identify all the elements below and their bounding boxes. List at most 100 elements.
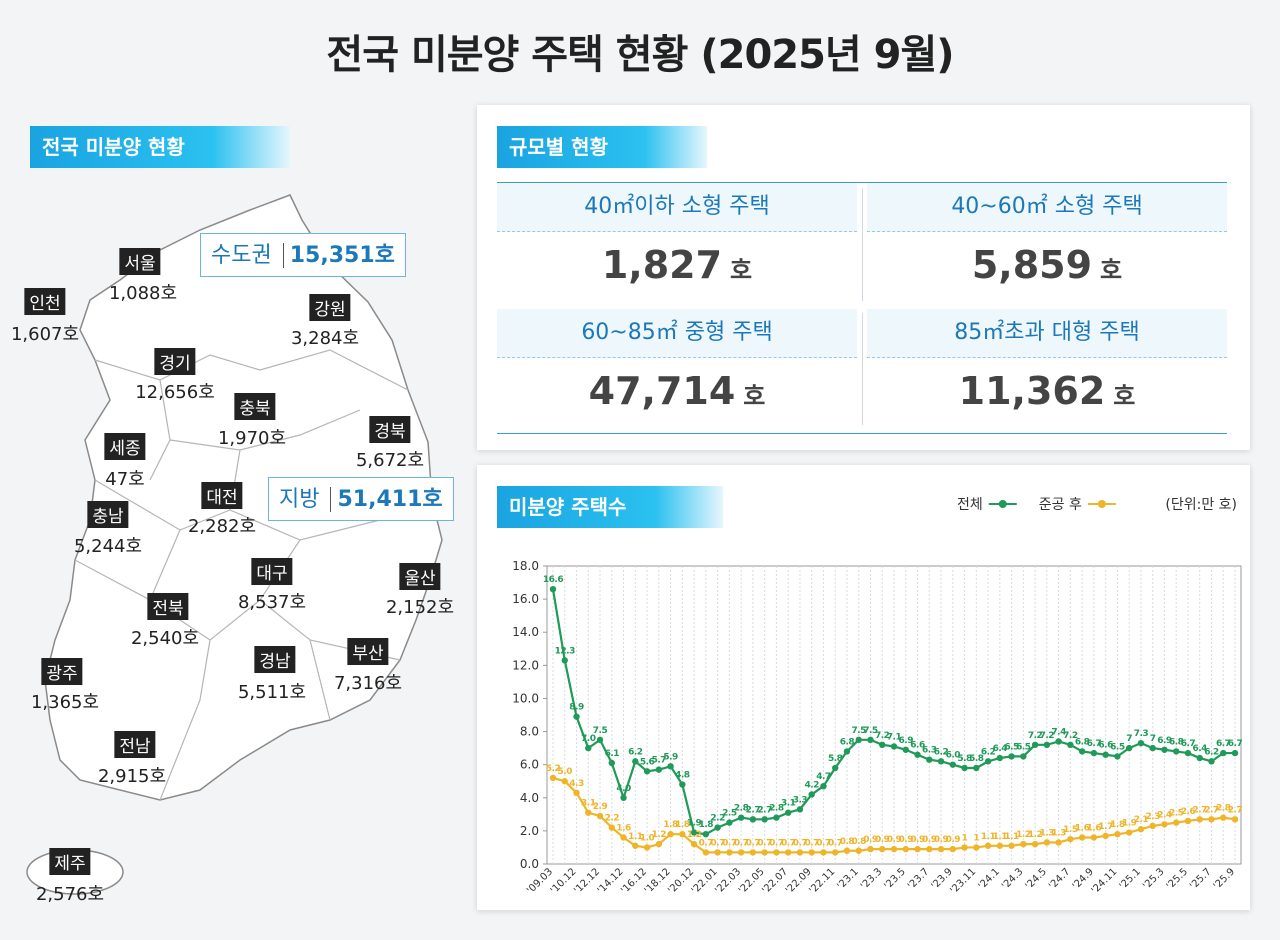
x-tick-label: '25.5 bbox=[1165, 866, 1190, 891]
value-label: 1.1 bbox=[981, 832, 996, 842]
value-label: 2.2 bbox=[710, 814, 725, 824]
series-point bbox=[796, 806, 804, 813]
region-name: 세종 bbox=[104, 433, 146, 460]
cell-unit: 호 bbox=[743, 382, 766, 410]
legend-label: 전체 bbox=[957, 497, 983, 513]
chart-card bbox=[477, 465, 1250, 910]
series-point bbox=[855, 736, 862, 744]
series-point bbox=[1125, 744, 1133, 752]
value-label: 0.9 bbox=[922, 835, 937, 845]
series-point bbox=[984, 842, 992, 849]
series-point bbox=[667, 831, 674, 838]
series-point bbox=[749, 816, 757, 823]
value-label: 12.3 bbox=[555, 646, 575, 656]
cell-label: 40㎡이하 소형 주택 bbox=[497, 183, 857, 232]
series-point bbox=[1161, 821, 1168, 828]
value-label: 7.5 bbox=[851, 726, 866, 736]
series-point bbox=[773, 849, 780, 856]
value-label: 6.9 bbox=[1157, 736, 1172, 746]
series-point bbox=[926, 756, 933, 763]
value-label: 4.3 bbox=[569, 779, 584, 789]
series-point bbox=[726, 849, 733, 856]
series-point bbox=[596, 736, 604, 744]
x-tick-label: '24.5 bbox=[1024, 866, 1049, 891]
value-label: 4.0 bbox=[616, 784, 631, 794]
series-point bbox=[879, 845, 886, 853]
x-tick-label: '24.3 bbox=[1000, 866, 1025, 891]
value-label: 0.9 bbox=[887, 835, 902, 845]
value-label: 2.8 bbox=[769, 804, 784, 814]
series-point bbox=[808, 791, 815, 798]
series-point bbox=[890, 743, 898, 750]
value-label: 6.9 bbox=[899, 736, 914, 746]
series-point bbox=[726, 819, 733, 826]
value-label: 0.7 bbox=[804, 838, 819, 848]
callout-label: 수도권 bbox=[211, 243, 272, 268]
region-count: 1,970호 bbox=[217, 428, 287, 449]
region-name: 충북 bbox=[234, 393, 276, 420]
value-label: 7.2 bbox=[1063, 731, 1078, 741]
value-label: 6.4 bbox=[1192, 744, 1207, 754]
region-name: 울산 bbox=[399, 563, 441, 590]
page-title: 전국 미분양 주택 현황 (2025년 9월) bbox=[326, 32, 954, 78]
region-name: 충남 bbox=[87, 501, 129, 528]
y-tick-label: 0.0 bbox=[520, 857, 539, 871]
callout-label: 지방 bbox=[279, 487, 320, 512]
series-point bbox=[1114, 831, 1121, 838]
series-point bbox=[773, 814, 780, 821]
value-label: 6.3 bbox=[922, 746, 937, 756]
cell-unit: 호 bbox=[730, 256, 753, 284]
series-point bbox=[949, 845, 956, 853]
cell-unit: 호 bbox=[1113, 382, 1136, 410]
value-label: 1.8 bbox=[699, 820, 714, 830]
series-point bbox=[1031, 840, 1039, 848]
series-point bbox=[561, 657, 568, 664]
series-point bbox=[843, 748, 851, 755]
value-label: 7.4 bbox=[1051, 727, 1066, 737]
y-tick-label: 8.0 bbox=[520, 725, 539, 739]
value-label: 6.7 bbox=[1181, 739, 1196, 749]
value-label: 2.9 bbox=[593, 802, 608, 812]
cell-value: 1,827 bbox=[601, 243, 723, 287]
cell-value: 47,714 bbox=[588, 369, 736, 413]
value-label: 7.5 bbox=[863, 726, 878, 736]
series-point bbox=[1090, 749, 1098, 757]
series-point bbox=[820, 849, 827, 856]
value-label: 0.8 bbox=[840, 837, 855, 847]
divider bbox=[862, 313, 863, 425]
value-label: 0.7 bbox=[722, 838, 737, 848]
series-point bbox=[714, 824, 721, 831]
region-name: 경남 bbox=[254, 646, 296, 673]
value-label: 6.8 bbox=[1169, 737, 1184, 747]
value-label: 6.2 bbox=[628, 747, 643, 757]
value-label: 1.2 bbox=[652, 830, 667, 840]
value-label: 5.8 bbox=[828, 754, 843, 764]
cell-label: 40~60㎡ 소형 주택 bbox=[867, 183, 1227, 232]
series-point bbox=[1078, 748, 1086, 755]
value-label: 0.7 bbox=[699, 838, 714, 848]
series-point bbox=[1067, 741, 1074, 748]
legend-dot bbox=[1097, 500, 1106, 508]
series-point bbox=[784, 849, 792, 856]
value-label: 2.4 bbox=[1157, 810, 1172, 820]
value-label: 6.7 bbox=[1087, 739, 1102, 749]
section-tag: 전국 미분양 현황 bbox=[30, 126, 290, 168]
series-point bbox=[1184, 817, 1192, 825]
series-point bbox=[655, 766, 663, 773]
region-name: 서울 bbox=[119, 248, 161, 275]
series-point bbox=[1008, 842, 1015, 849]
series-point bbox=[585, 809, 592, 816]
series-point bbox=[702, 849, 710, 856]
series-point bbox=[937, 758, 945, 765]
value-label: 5.6 bbox=[640, 757, 655, 767]
section-tag: 규모별 현황 bbox=[497, 126, 707, 168]
series-point bbox=[808, 849, 815, 856]
series-point bbox=[1137, 826, 1145, 833]
series-point bbox=[1220, 814, 1227, 821]
series-point bbox=[549, 585, 557, 593]
cell-unit: 호 bbox=[1100, 256, 1123, 284]
series-point bbox=[784, 809, 792, 816]
value-label: 2.8 bbox=[734, 804, 749, 814]
value-label: 7.0 bbox=[581, 734, 596, 744]
region-count: 8,537호 bbox=[237, 592, 307, 613]
